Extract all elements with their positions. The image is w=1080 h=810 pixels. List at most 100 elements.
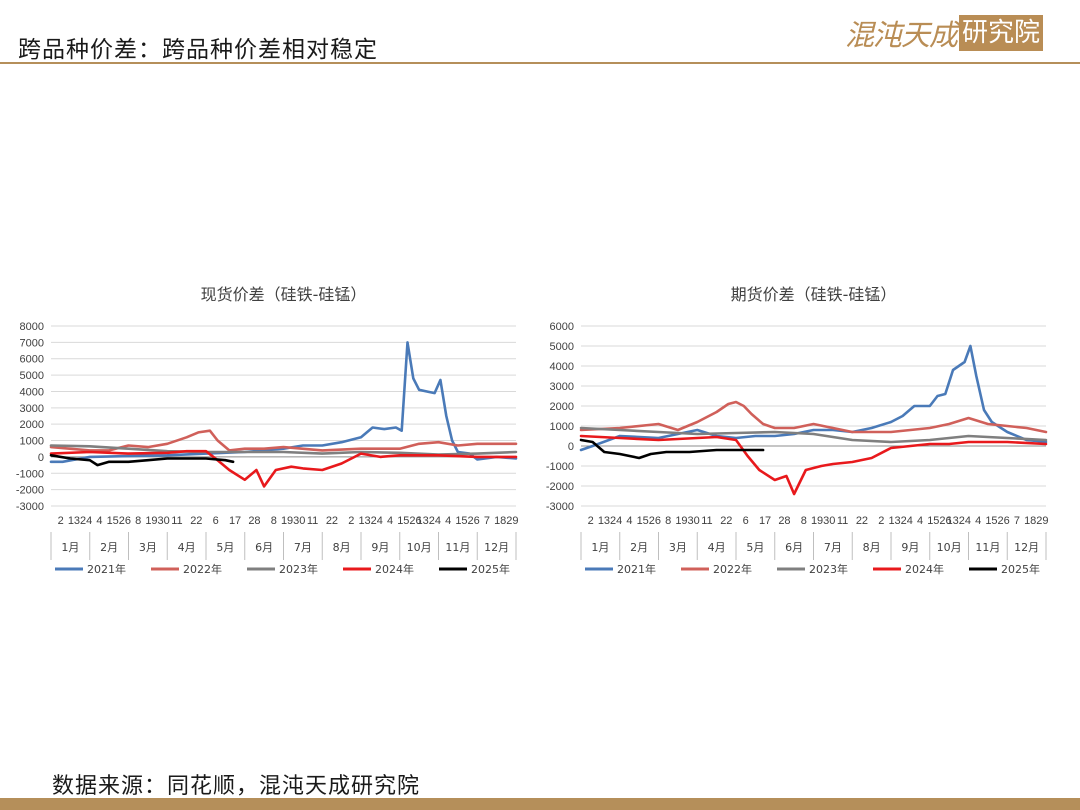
- month-label: 4月: [178, 541, 196, 554]
- footer-bar: [0, 798, 1080, 810]
- x-tick-label: 6: [213, 515, 219, 527]
- x-tick-label: 1526: [397, 515, 421, 527]
- x-tick-label: 2: [588, 515, 594, 527]
- series-line: [579, 434, 1048, 496]
- logo-text-right: 研究院: [959, 15, 1044, 51]
- month-label: 7月: [294, 541, 312, 554]
- y-tick-label: -1000: [546, 461, 574, 473]
- x-tick-label: 1829: [1024, 515, 1048, 527]
- x-tick-label: 17: [229, 515, 241, 527]
- month-label: 12月: [1014, 541, 1039, 554]
- month-label: 5月: [746, 541, 764, 554]
- month-label: 1月: [61, 541, 79, 554]
- x-tick-label: 22: [720, 515, 732, 527]
- x-tick-label: 1930: [811, 515, 835, 527]
- y-tick-label: -2000: [546, 481, 574, 493]
- y-tick-label: -3000: [546, 501, 574, 513]
- month-label: 7月: [824, 541, 842, 554]
- x-tick-label: 1324: [888, 515, 912, 527]
- month-label: 2月: [630, 541, 648, 554]
- month-label: 4月: [708, 541, 726, 554]
- legend-label: 2022年: [713, 562, 752, 576]
- x-tick-label: 4: [917, 515, 923, 527]
- x-tick-label: 1324: [417, 515, 441, 527]
- x-tick-label: 8: [801, 515, 807, 527]
- x-tick-label: 1930: [145, 515, 169, 527]
- y-tick-label: 5000: [550, 341, 574, 353]
- x-tick-label: 28: [248, 515, 260, 527]
- series-line: [579, 344, 1048, 452]
- x-tick-label: 2: [878, 515, 884, 527]
- x-tick-label: 1526: [107, 515, 131, 527]
- legend-label: 2024年: [905, 562, 944, 576]
- y-tick-label: 3000: [20, 403, 44, 415]
- x-tick-label: 1324: [947, 515, 971, 527]
- x-tick-label: 22: [190, 515, 202, 527]
- x-tick-label: 7: [1014, 515, 1020, 527]
- x-tick-label: 1526: [455, 515, 479, 527]
- legend-label: 2023年: [279, 562, 318, 576]
- x-tick-label: 22: [856, 515, 868, 527]
- month-label: 9月: [901, 541, 919, 554]
- legend-label: 2023年: [809, 562, 848, 576]
- x-tick-label: 11: [701, 515, 712, 527]
- x-tick-label: 4: [445, 515, 451, 527]
- month-label: 6月: [255, 541, 273, 554]
- chart-svg: 现货价差（硅铁-硅锰） -3000 -2000 -1000 0 1000 2000 3000 4…: [16, 285, 519, 576]
- x-tick-label: 4: [96, 515, 102, 527]
- legend-label: 2021年: [617, 562, 656, 576]
- page-title: 跨品种价差：跨品种价差相对稳定: [18, 37, 378, 63]
- month-label: 10月: [937, 541, 962, 554]
- y-tick-label: -3000: [16, 501, 44, 513]
- x-tick-label: 4: [626, 515, 632, 527]
- y-tick-label: 6000: [550, 321, 574, 333]
- x-tick-label: 1829: [494, 515, 518, 527]
- x-tick-label: 1930: [675, 515, 699, 527]
- series-line: [49, 429, 518, 452]
- x-tick-label: 1324: [68, 515, 92, 527]
- x-tick-label: 2: [348, 515, 354, 527]
- series-line: [49, 454, 235, 467]
- legend-label: 2025年: [1001, 562, 1040, 576]
- month-label: 8月: [863, 541, 881, 554]
- x-tick-label: 2: [58, 515, 64, 527]
- y-tick-label: 1000: [550, 421, 574, 433]
- x-tick-label: 1324: [598, 515, 622, 527]
- x-tick-label: 1526: [985, 515, 1009, 527]
- x-tick-label: 28: [778, 515, 790, 527]
- month-label: 8月: [333, 541, 351, 554]
- series-line: [579, 426, 1048, 444]
- y-tick-label: 2000: [550, 401, 574, 413]
- x-tick-label: 22: [326, 515, 338, 527]
- month-label: 11月: [445, 541, 470, 554]
- y-tick-label: 0: [568, 441, 574, 453]
- x-tick-label: 17: [759, 515, 771, 527]
- x-tick-label: 1526: [927, 515, 951, 527]
- y-tick-label: 6000: [20, 354, 44, 366]
- month-label: 12月: [484, 541, 509, 554]
- y-tick-label: 4000: [550, 361, 574, 373]
- month-label: 3月: [139, 541, 157, 554]
- x-tick-label: 11: [837, 515, 848, 527]
- legend-label: 2024年: [375, 562, 414, 576]
- series-line: [579, 400, 1048, 434]
- y-tick-label: -2000: [16, 485, 44, 497]
- month-label: 6月: [785, 541, 803, 554]
- series-line: [579, 438, 765, 460]
- y-tick-label: 4000: [20, 386, 44, 398]
- month-label: 10月: [407, 541, 432, 554]
- x-tick-label: 11: [307, 515, 318, 527]
- x-tick-label: 6: [743, 515, 749, 527]
- legend-label: 2022年: [183, 562, 222, 576]
- x-tick-label: 4: [387, 515, 393, 527]
- month-label: 2月: [100, 541, 118, 554]
- logo-text-left: 混沌天成: [845, 18, 958, 52]
- month-label: 3月: [669, 541, 687, 554]
- x-tick-label: 1526: [637, 515, 661, 527]
- x-tick-label: 8: [665, 515, 671, 527]
- data-source-note: 数据来源：同花顺，混沌天成研究院: [52, 774, 421, 799]
- logo: 混沌天成 研究院: [845, 14, 1044, 52]
- y-tick-label: -1000: [16, 468, 44, 480]
- y-tick-label: 8000: [20, 321, 44, 333]
- legend-label: 2021年: [87, 562, 126, 576]
